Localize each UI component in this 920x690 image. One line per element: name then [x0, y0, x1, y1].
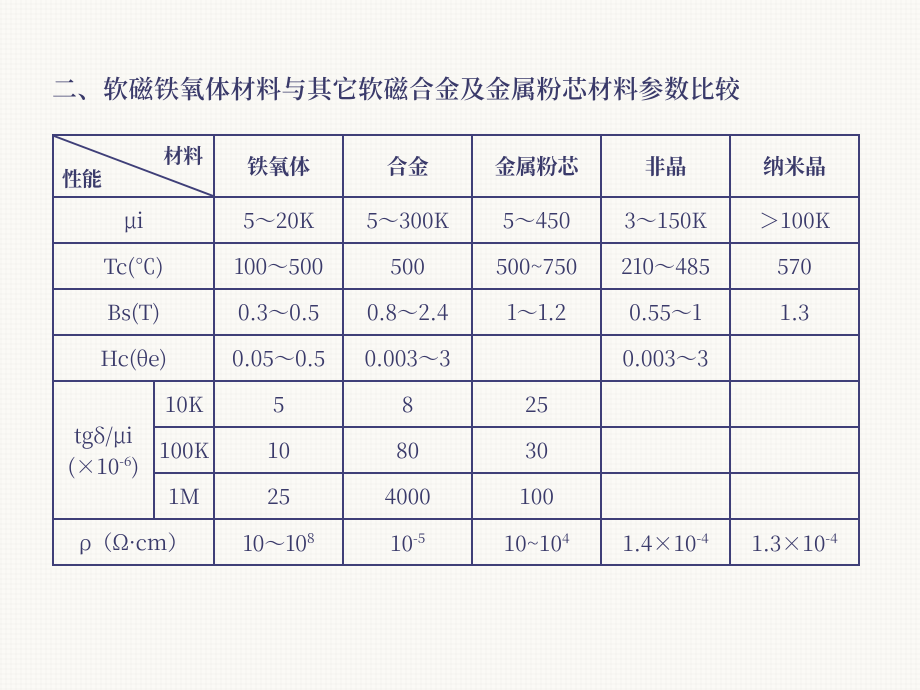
table-cell: 10~104 — [472, 519, 601, 565]
table-row: 100K 10 80 30 — [53, 427, 859, 473]
col-header: 非晶 — [601, 135, 730, 197]
table-cell: 0.3～0.5 — [214, 289, 343, 335]
row-label: Bs(T) — [53, 289, 214, 335]
row-label: μi — [53, 197, 214, 243]
diag-label-material: 材料 — [163, 140, 203, 169]
table-cell: 570 — [730, 243, 859, 289]
table-cell: 10～108 — [214, 519, 343, 565]
table-cell: 100 — [472, 473, 601, 519]
table-cell: 5～20K — [214, 197, 343, 243]
table-row: Tc(℃) 100～500 500 500~750 210～485 570 — [53, 243, 859, 289]
table-cell — [601, 427, 730, 473]
table-row: tgδ/μi(×10-6) 10K 5 8 25 — [53, 381, 859, 427]
table-cell: 4000 — [343, 473, 472, 519]
table-row: Hc(θe) 0.05～0.5 0.003～3 0.003～3 — [53, 335, 859, 381]
table-cell — [730, 335, 859, 381]
table-cell: 0.003～3 — [601, 335, 730, 381]
comparison-table: 材料 性能 铁氧体 合金 金属粉芯 非晶 纳米晶 μi 5～20K 5～300K… — [52, 134, 860, 566]
table-cell: 1～1.2 — [472, 289, 601, 335]
col-header: 铁氧体 — [214, 135, 343, 197]
slide-title: 二、软磁铁氧体材料与其它软磁合金及金属粉芯材料参数比较 — [52, 70, 868, 106]
table-row: μi 5～20K 5～300K 5～450 3～150K ＞100K — [53, 197, 859, 243]
table-row: 1M 25 4000 100 — [53, 473, 859, 519]
row-sublabel: 100K — [154, 427, 214, 473]
table-cell: 0.003～3 — [343, 335, 472, 381]
col-header: 纳米晶 — [730, 135, 859, 197]
table-cell: 1.4×10-4 — [601, 519, 730, 565]
table-cell: 1.3 — [730, 289, 859, 335]
table-cell: 3～150K — [601, 197, 730, 243]
diag-label-property: 性能 — [62, 163, 102, 192]
table-row: ρ（Ω·cm） 10～108 10-5 10~104 1.4×10-4 1.3×… — [53, 519, 859, 565]
table-cell: 5～450 — [472, 197, 601, 243]
table-cell: 30 — [472, 427, 601, 473]
table-cell: 25 — [214, 473, 343, 519]
row-label: ρ（Ω·cm） — [53, 519, 214, 565]
header-diag-cell: 材料 性能 — [53, 135, 214, 197]
table-cell: 1.3×10-4 — [730, 519, 859, 565]
table-cell: 80 — [343, 427, 472, 473]
table-cell: 8 — [343, 381, 472, 427]
col-header: 合金 — [343, 135, 472, 197]
table-cell — [601, 473, 730, 519]
table-row: Bs(T) 0.3～0.5 0.8～2.4 1～1.2 0.55～1 1.3 — [53, 289, 859, 335]
table-cell: 100～500 — [214, 243, 343, 289]
col-header: 金属粉芯 — [472, 135, 601, 197]
table-cell: 0.05～0.5 — [214, 335, 343, 381]
table-cell: 5～300K — [343, 197, 472, 243]
table-cell: 500~750 — [472, 243, 601, 289]
table-cell — [730, 427, 859, 473]
table-cell: 10 — [214, 427, 343, 473]
slide: 二、软磁铁氧体材料与其它软磁合金及金属粉芯材料参数比较 材料 性能 铁氧体 合金… — [0, 0, 920, 566]
table-cell: 10-5 — [343, 519, 472, 565]
row-sublabel: 10K — [154, 381, 214, 427]
row-label: Hc(θe) — [53, 335, 214, 381]
row-sublabel: 1M — [154, 473, 214, 519]
table-cell — [730, 381, 859, 427]
table-cell: 210～485 — [601, 243, 730, 289]
table-cell: 25 — [472, 381, 601, 427]
table-cell: ＞100K — [730, 197, 859, 243]
table-cell: 0.55～1 — [601, 289, 730, 335]
table-cell — [472, 335, 601, 381]
table-cell: 5 — [214, 381, 343, 427]
row-group-label: tgδ/μi(×10-6) — [53, 381, 154, 519]
table-cell: 0.8～2.4 — [343, 289, 472, 335]
table-header-row: 材料 性能 铁氧体 合金 金属粉芯 非晶 纳米晶 — [53, 135, 859, 197]
row-label: Tc(℃) — [53, 243, 214, 289]
table-cell — [601, 381, 730, 427]
table-cell: 500 — [343, 243, 472, 289]
table-cell — [730, 473, 859, 519]
